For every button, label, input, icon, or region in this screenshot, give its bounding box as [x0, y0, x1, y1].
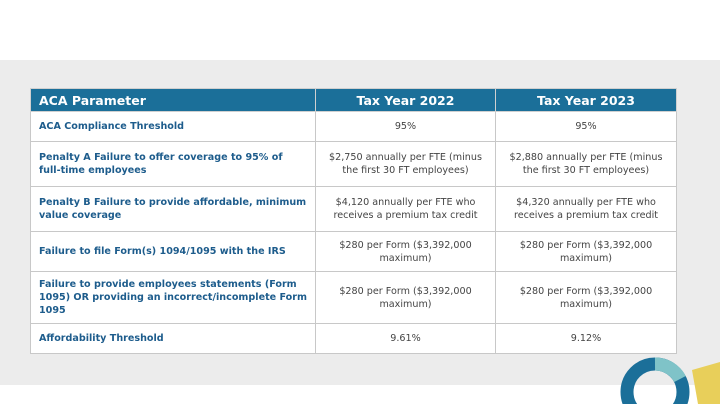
table-row: Failure to provide employees statements … [30, 271, 677, 324]
value-cell: $280 per Form ($3,392,000 maximum) [495, 231, 677, 272]
value-cell: 95% [315, 111, 496, 142]
header-row: ACA Parameter Tax Year 2022 Tax Year 2023 [30, 88, 677, 112]
value-cell: $280 per Form ($3,392,000 maximum) [315, 271, 496, 324]
column-header: Tax Year 2022 [315, 88, 496, 112]
table-row: Affordability Threshold 9.61% 9.12% [30, 323, 677, 354]
parameter-cell: Failure to file Form(s) 1094/1095 with t… [30, 231, 316, 272]
column-header: Tax Year 2023 [495, 88, 677, 112]
table-row: ACA Compliance Threshold 95% 95% [30, 111, 677, 142]
value-cell: $4,120 annually per FTE who receives a p… [315, 186, 496, 232]
logo-shape [692, 362, 720, 404]
table-body: ACA Compliance Threshold 95% 95% Penalty A … [30, 111, 677, 354]
value-cell: 95% [495, 111, 677, 142]
parameter-cell: Failure to provide employees statements … [30, 271, 316, 324]
table-row: Failure to file Form(s) 1094/1095 with t… [30, 231, 677, 272]
logo [620, 357, 720, 404]
parameter-cell: Affordability Threshold [30, 323, 316, 354]
table-row: Penalty B Failure to provide affordable,… [30, 186, 677, 232]
table-row: Penalty A Failure to offer coverage to 9… [30, 141, 677, 187]
value-cell: $280 per Form ($3,392,000 maximum) [495, 271, 677, 324]
logo-arc [654, 357, 686, 383]
parameter-cell: ACA Compliance Threshold [30, 111, 316, 142]
value-cell: 9.61% [315, 323, 496, 354]
aca-table: ACA Parameter Tax Year 2022 Tax Year 2023 … [30, 88, 677, 354]
parameter-cell: Penalty B Failure to provide affordable,… [30, 186, 316, 232]
column-header: ACA Parameter [30, 88, 316, 112]
value-cell: 9.12% [495, 323, 677, 354]
parameter-cell: Penalty A Failure to offer coverage to 9… [30, 141, 316, 187]
value-cell: $4,320 annually per FTE who receives a p… [495, 186, 677, 232]
value-cell: $2,750 annually per FTE (minus the first… [315, 141, 496, 187]
value-cell: $280 per Form ($3,392,000 maximum) [315, 231, 496, 272]
value-cell: $2,880 annually per FTE (minus the first… [495, 141, 677, 187]
